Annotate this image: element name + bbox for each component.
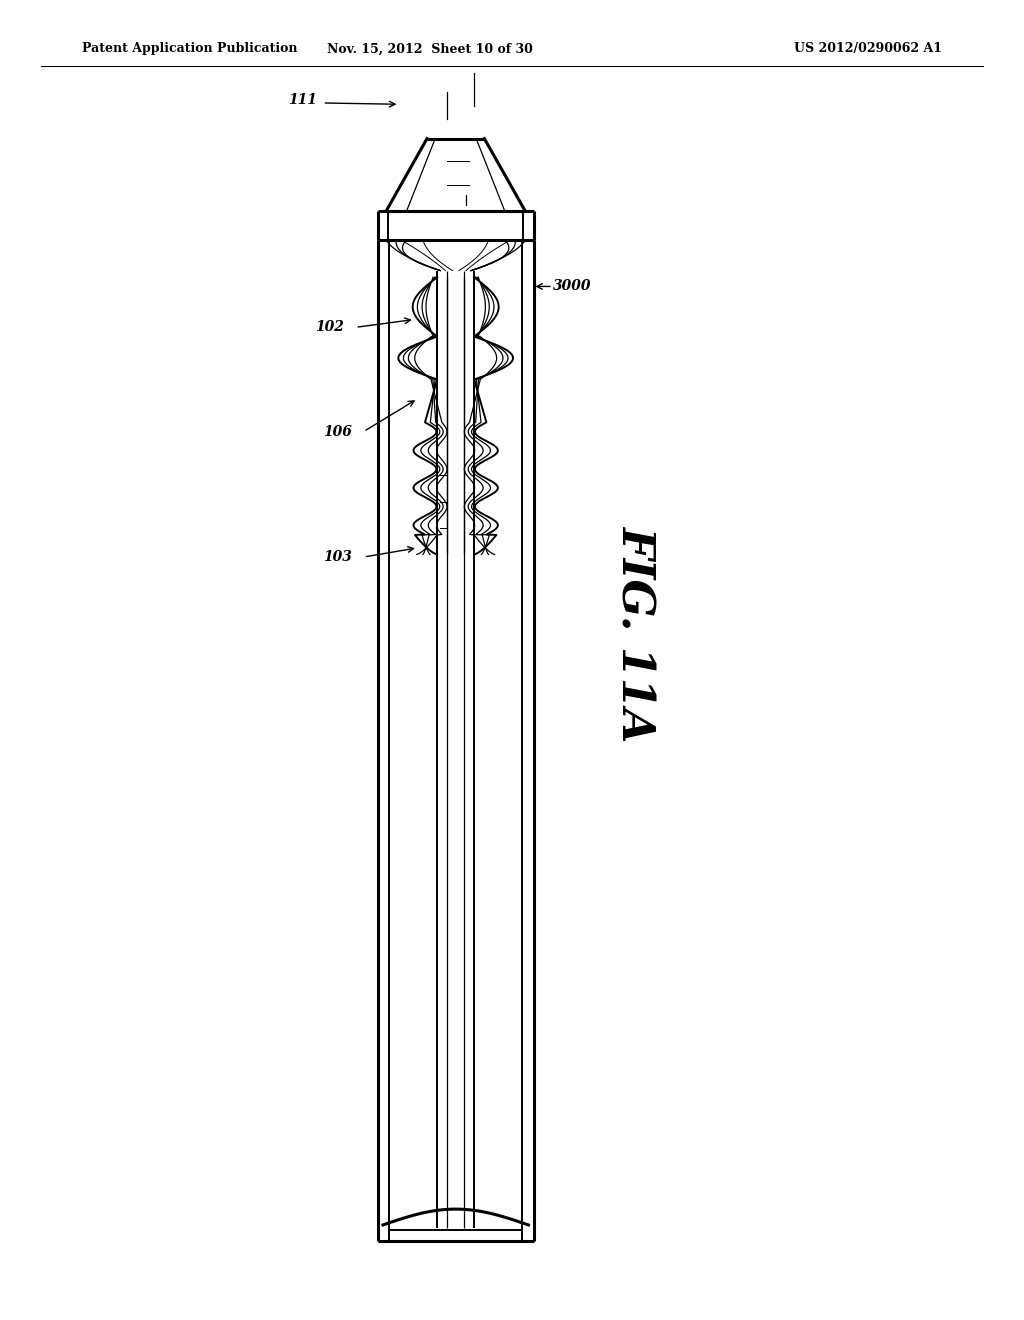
Text: 106: 106 [324, 425, 352, 438]
Text: 102: 102 [315, 321, 344, 334]
Text: 3000: 3000 [553, 280, 592, 293]
Text: 111: 111 [288, 94, 316, 107]
Text: Patent Application Publication: Patent Application Publication [82, 42, 297, 55]
Text: Nov. 15, 2012  Sheet 10 of 30: Nov. 15, 2012 Sheet 10 of 30 [327, 42, 534, 55]
Text: 103: 103 [324, 550, 352, 564]
Text: FIG. 11A: FIG. 11A [613, 525, 656, 742]
Text: US 2012/0290062 A1: US 2012/0290062 A1 [794, 42, 942, 55]
